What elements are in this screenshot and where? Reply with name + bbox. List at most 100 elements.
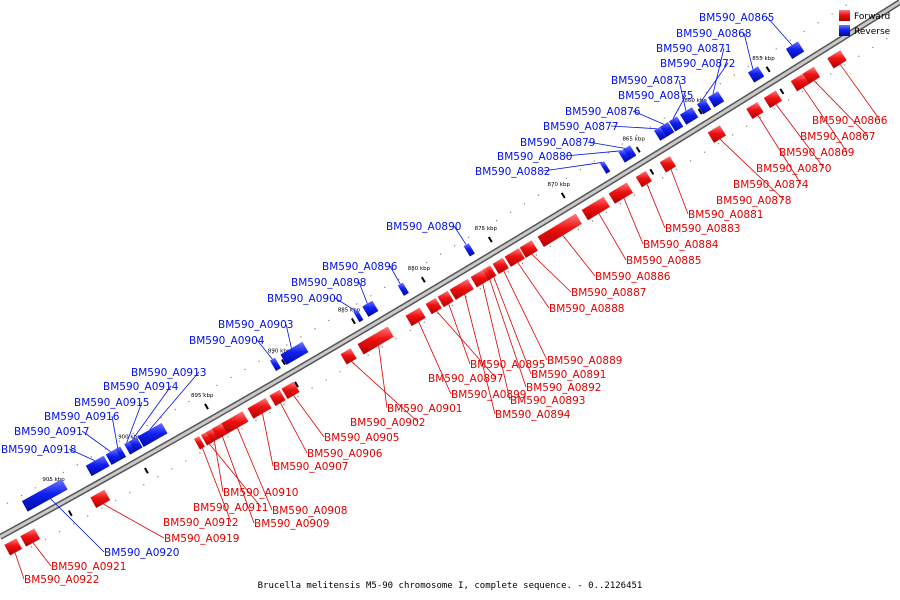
forward-gene-label[interactable]: BM590_A0906	[307, 448, 383, 460]
gene-glyph[interactable]	[425, 297, 442, 315]
reverse-gene-label[interactable]: BM590_A0920	[104, 547, 179, 559]
gene-glyph[interactable]	[397, 282, 409, 296]
gene-glyph[interactable]	[20, 528, 41, 547]
forward-gene-label[interactable]: BM590_A0867	[800, 131, 875, 143]
forward-gene-label[interactable]: BM590_A0889	[547, 355, 622, 367]
gene-glyph[interactable]	[790, 73, 810, 92]
gene-glyph[interactable]	[668, 116, 684, 132]
gene-glyph[interactable]	[269, 389, 286, 406]
forward-gene-label[interactable]: BM590_A0885	[626, 255, 701, 267]
forward-gene-label[interactable]: BM590_A0901	[387, 403, 462, 415]
reverse-gene-label[interactable]: BM590_A0879	[520, 137, 595, 149]
reverse-gene-label[interactable]: BM590_A0900	[267, 293, 342, 305]
forward-gene-label[interactable]: BM590_A0911	[193, 502, 268, 514]
gene-glyph[interactable]	[707, 125, 727, 143]
gene-glyph[interactable]	[600, 161, 611, 174]
reverse-gene-label[interactable]: BM590_A0880	[497, 151, 572, 163]
gene-glyph[interactable]	[696, 99, 712, 115]
reverse-gene-label[interactable]: BM590_A0917	[14, 426, 89, 438]
forward-gene-label[interactable]: BM590_A0869	[779, 147, 854, 159]
gene-glyph[interactable]	[504, 248, 525, 267]
forward-gene-label[interactable]: BM590_A0912	[163, 517, 238, 529]
reverse-gene-label[interactable]: BM590_A0876	[565, 106, 641, 118]
gene-glyph[interactable]	[115, 446, 127, 460]
forward-gene-label[interactable]: BM590_A0886	[595, 271, 671, 283]
gene-glyph[interactable]	[281, 381, 300, 400]
gene-glyph[interactable]	[357, 326, 394, 355]
gene-glyph[interactable]	[353, 309, 364, 323]
forward-gene-label[interactable]: BM590_A0893	[510, 395, 585, 407]
gene-glyph[interactable]	[200, 432, 212, 446]
forward-gene-label[interactable]: BM590_A0891	[531, 369, 606, 381]
gene-glyph[interactable]	[85, 455, 110, 477]
gene-glyph[interactable]	[463, 243, 475, 257]
forward-gene-label[interactable]: BM590_A0908	[272, 505, 347, 517]
gene-glyph[interactable]	[785, 41, 805, 60]
forward-gene-label[interactable]: BM590_A0899	[451, 389, 526, 401]
gene-glyph[interactable]	[707, 91, 725, 108]
reverse-gene-label[interactable]: BM590_A0873	[611, 75, 686, 87]
gene-glyph[interactable]	[137, 422, 168, 447]
gene-glyph[interactable]	[128, 437, 143, 453]
forward-gene-label[interactable]: BM590_A0919	[164, 533, 239, 545]
forward-gene-label[interactable]: BM590_A0878	[716, 195, 791, 207]
reverse-gene-label[interactable]: BM590_A0890	[386, 221, 461, 233]
reverse-gene-label[interactable]: BM590_A0904	[189, 335, 265, 347]
forward-gene-label[interactable]: BM590_A0866	[812, 115, 888, 127]
gene-glyph[interactable]	[340, 348, 357, 365]
forward-gene-label[interactable]: BM590_A0887	[571, 287, 646, 299]
forward-gene-label[interactable]: BM590_A0884	[643, 239, 719, 251]
gene-glyph[interactable]	[659, 156, 677, 173]
reverse-gene-label[interactable]: BM590_A0875	[618, 90, 693, 102]
forward-gene-label[interactable]: BM590_A0921	[51, 561, 126, 573]
forward-gene-label[interactable]: BM590_A0892	[526, 382, 601, 394]
gene-glyph[interactable]	[608, 182, 633, 204]
gene-glyph[interactable]	[581, 196, 610, 221]
reverse-gene-label[interactable]: BM590_A0896	[322, 261, 398, 273]
gene-glyph[interactable]	[492, 257, 509, 275]
gene-glyph[interactable]	[747, 66, 765, 83]
reverse-gene-label[interactable]: BM590_A0865	[699, 12, 774, 24]
gene-glyph[interactable]	[247, 397, 272, 419]
forward-gene-label[interactable]: BM590_A0870	[756, 163, 831, 175]
gene-glyph[interactable]	[635, 170, 652, 188]
forward-gene-label[interactable]: BM590_A0874	[733, 179, 809, 191]
gene-glyph[interactable]	[449, 278, 474, 300]
gene-glyph[interactable]	[204, 428, 218, 444]
gene-glyph[interactable]	[481, 268, 492, 281]
reverse-gene-label[interactable]: BM590_A0918	[1, 444, 76, 456]
reverse-gene-label[interactable]: BM590_A0882	[475, 166, 550, 178]
reverse-gene-label[interactable]: BM590_A0913	[131, 367, 206, 379]
reverse-gene-label[interactable]: BM590_A0916	[44, 411, 120, 423]
gene-glyph[interactable]	[485, 265, 497, 279]
forward-gene-label[interactable]: BM590_A0888	[549, 303, 624, 315]
gene-glyph[interactable]	[618, 149, 630, 163]
forward-gene-label[interactable]: BM590_A0895	[470, 359, 545, 371]
forward-gene-label[interactable]: BM590_A0897	[428, 373, 503, 385]
gene-glyph[interactable]	[220, 411, 249, 435]
gene-glyph[interactable]	[124, 441, 136, 455]
forward-gene-label[interactable]: BM590_A0894	[495, 409, 571, 421]
gene-glyph[interactable]	[519, 240, 538, 258]
forward-gene-label[interactable]: BM590_A0905	[324, 432, 399, 444]
forward-gene-label[interactable]: BM590_A0910	[223, 487, 298, 499]
gene-glyph[interactable]	[537, 213, 582, 247]
gene-glyph[interactable]	[193, 436, 205, 450]
gene-glyph[interactable]	[90, 489, 111, 508]
gene-glyph[interactable]	[437, 290, 454, 308]
gene-glyph[interactable]	[405, 307, 426, 327]
gene-glyph[interactable]	[763, 90, 783, 109]
reverse-gene-label[interactable]: BM590_A0871	[656, 43, 731, 55]
gene-glyph[interactable]	[4, 538, 23, 556]
gene-glyph[interactable]	[105, 448, 122, 465]
reverse-gene-label[interactable]: BM590_A0903	[218, 319, 293, 331]
forward-gene-label[interactable]: BM590_A0902	[350, 417, 425, 429]
gene-glyph[interactable]	[679, 107, 699, 125]
reverse-gene-label[interactable]: BM590_A0915	[74, 397, 149, 409]
reverse-gene-label[interactable]: BM590_A0872	[660, 58, 735, 70]
reverse-gene-label[interactable]: BM590_A0868	[676, 28, 751, 40]
gene-glyph[interactable]	[362, 300, 379, 317]
gene-glyph[interactable]	[659, 121, 675, 138]
gene-glyph[interactable]	[653, 126, 667, 141]
gene-glyph[interactable]	[280, 341, 309, 365]
